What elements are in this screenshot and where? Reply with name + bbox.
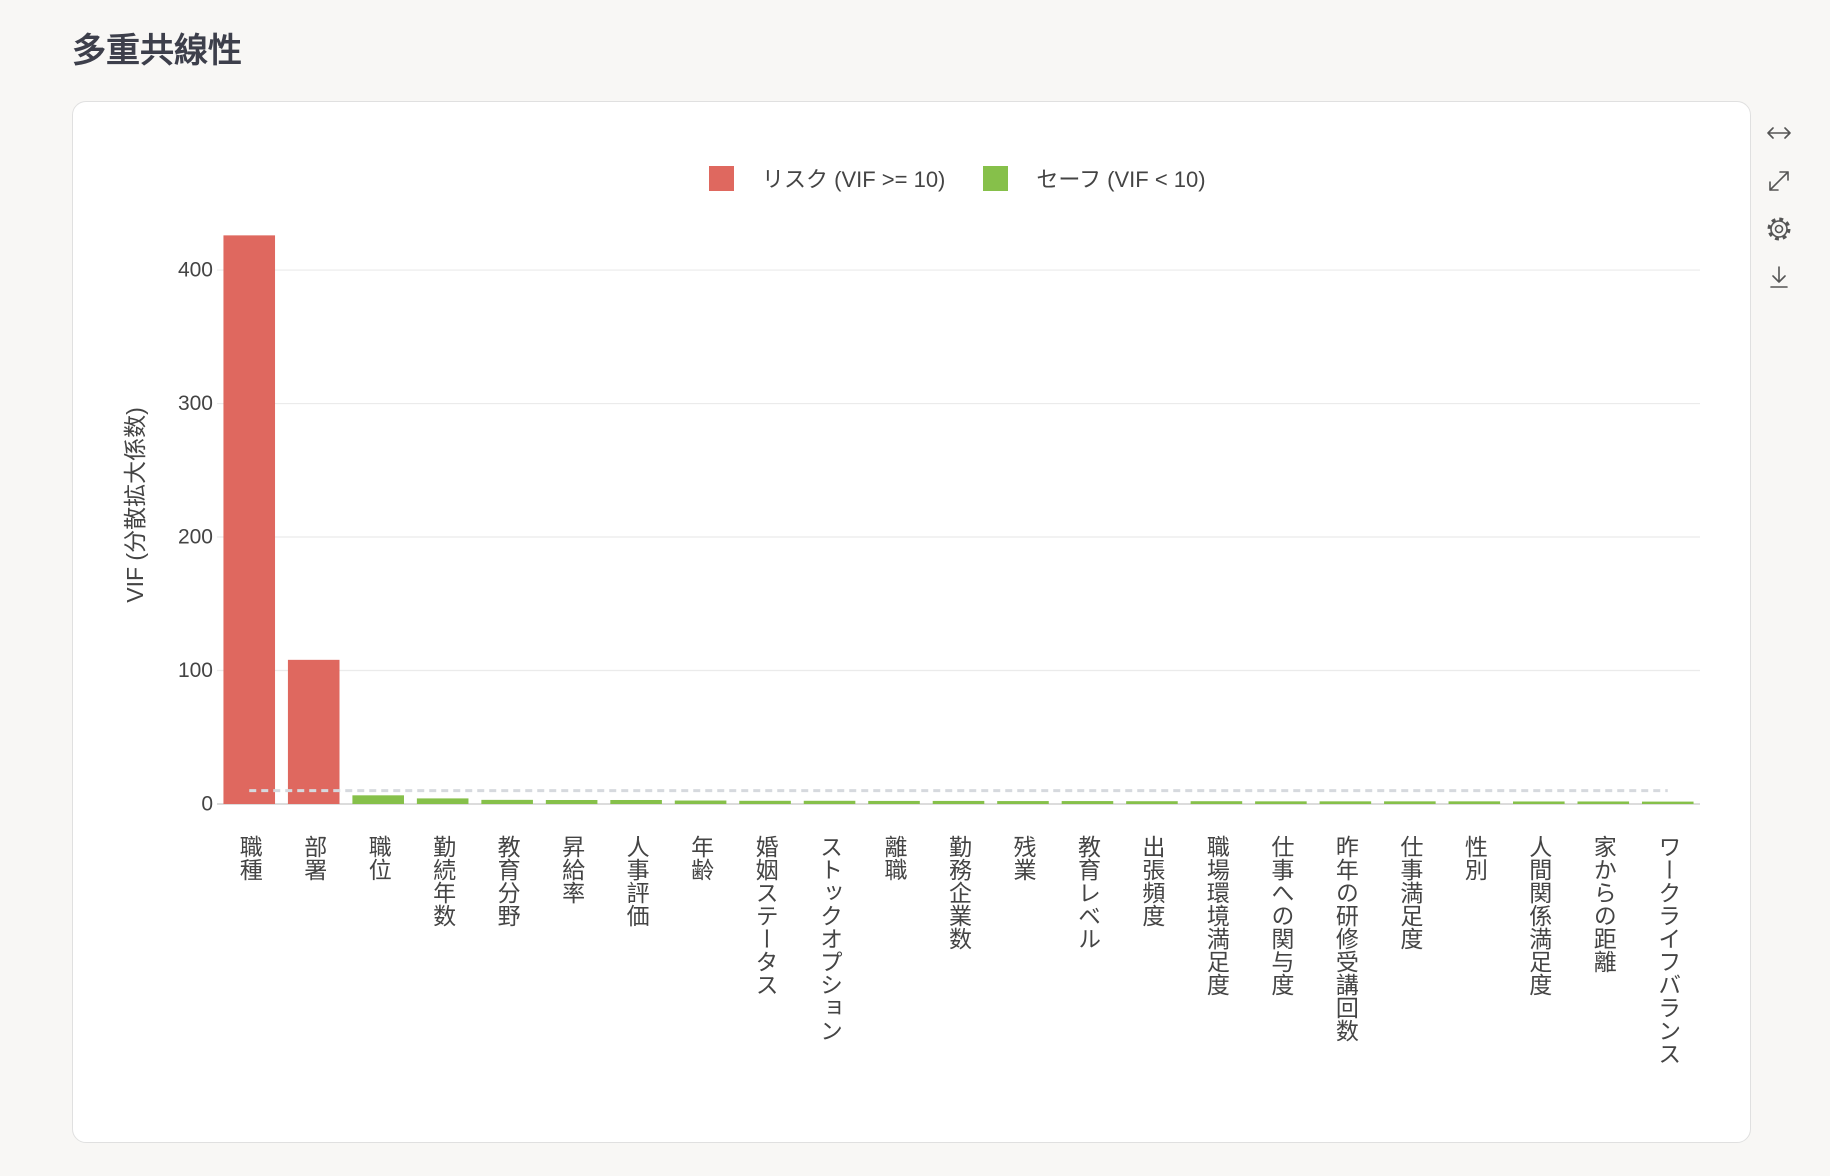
expand-icon [1769, 171, 1789, 191]
vif-bar-safe[interactable] [868, 800, 920, 804]
vif-bar-safe[interactable] [610, 799, 662, 804]
y-tick-label: 200 [178, 526, 213, 549]
vif-bar-safe[interactable] [739, 800, 791, 804]
legend-item-risk[interactable]: リスク (VIF >= 10) [709, 162, 983, 194]
expand-button[interactable] [1765, 167, 1793, 195]
download-icon [1770, 266, 1788, 288]
vif-bar-safe[interactable] [481, 799, 533, 804]
fit-width-icon [1767, 127, 1791, 139]
legend-swatch-risk [709, 165, 734, 191]
gridlines [217, 269, 1700, 672]
page-title: 多重共線性 [72, 32, 242, 70]
y-axis-title: VIF (分散拡大係数) [122, 407, 148, 603]
vif-bar-safe[interactable] [1448, 801, 1501, 804]
legend-label-safe: セーフ (VIF < 10) [1036, 167, 1206, 192]
chart-legend: リスク (VIF >= 10) セーフ (VIF < 10) [709, 162, 1244, 194]
gear-icon [1767, 217, 1791, 241]
vif-bar-risk[interactable] [223, 235, 276, 804]
chart-card: 0 100 200 300 400 VIF (分散拡大係数) リスク (VIF >= 10… [72, 101, 1751, 1143]
vif-bar-safe[interactable] [674, 800, 727, 804]
vif-bar-safe[interactable] [416, 798, 469, 804]
y-tick-label: 0 [201, 793, 213, 816]
vif-bar-safe[interactable] [352, 795, 404, 804]
vif-bar-safe[interactable] [545, 799, 598, 804]
y-tick-label: 400 [178, 259, 213, 282]
vif-bar-safe[interactable] [1319, 801, 1372, 804]
fit-width-button[interactable] [1765, 119, 1793, 147]
vif-bar-safe[interactable] [1190, 801, 1243, 804]
chart-toolbar [1765, 119, 1793, 291]
vif-bar-safe[interactable] [997, 801, 1049, 804]
y-tick-label: 100 [178, 659, 213, 682]
y-tick-label: 300 [178, 392, 213, 415]
vif-bar-safe[interactable] [1255, 801, 1307, 804]
vif-bar-safe[interactable] [1061, 801, 1114, 804]
vif-bar-safe[interactable] [1577, 801, 1630, 804]
vif-bar-safe[interactable] [1513, 801, 1565, 804]
vif-bar-safe[interactable] [1641, 801, 1694, 804]
vif-bar-safe[interactable] [1126, 801, 1178, 804]
vif-bar-safe[interactable] [1384, 801, 1436, 804]
download-button[interactable] [1765, 263, 1793, 291]
vif-bar-chart: 0 100 200 300 400 VIF (分散拡大係数) [122, 235, 1700, 816]
legend-label-risk: リスク (VIF >= 10) [762, 167, 946, 192]
settings-button[interactable] [1765, 215, 1793, 243]
vif-bar-risk[interactable] [287, 659, 340, 804]
legend-item-safe[interactable]: セーフ (VIF < 10) [983, 162, 1243, 194]
vif-bar-safe[interactable] [803, 800, 856, 804]
vif-bar-safe[interactable] [932, 800, 985, 804]
legend-swatch-safe [983, 165, 1009, 191]
